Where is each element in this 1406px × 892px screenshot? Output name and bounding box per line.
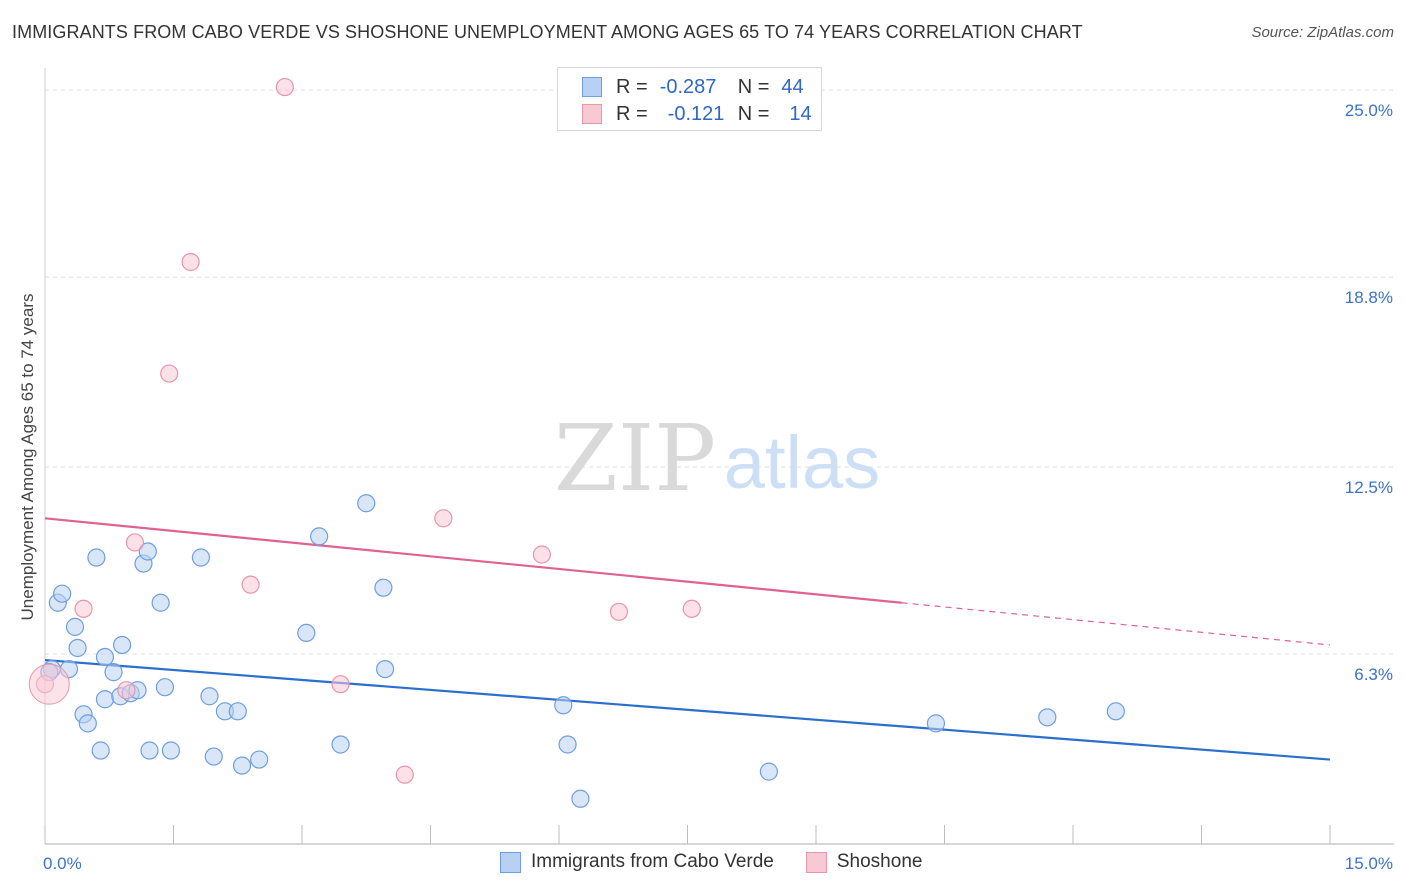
cabo-verde-point-2 bbox=[53, 584, 72, 603]
shoshone-point-13 bbox=[117, 681, 136, 700]
shoshone-point-large bbox=[28, 663, 70, 705]
legend-label-cabo-verde: Immigrants from Cabo Verde bbox=[531, 851, 774, 872]
shoshone-point-12 bbox=[682, 599, 701, 618]
legend-r-label: R = bbox=[616, 102, 648, 125]
cabo-verde-point-10 bbox=[95, 647, 115, 667]
cabo-verde-point-41 bbox=[1038, 708, 1057, 727]
chart-source: Source: ZipAtlas.com bbox=[1251, 24, 1394, 41]
cabo-verde-point-34 bbox=[374, 578, 393, 597]
tick-labels: 6.3% 12.5% 18.8% 25.0% 0.0% 15.0% bbox=[43, 101, 1393, 873]
legend-n-value: 44 bbox=[781, 75, 804, 98]
shoshone-point-6 bbox=[275, 77, 294, 97]
shoshone-point-1 bbox=[74, 599, 93, 618]
cabo-verde-point-23 bbox=[191, 548, 211, 567]
shoshone-point-2 bbox=[125, 533, 145, 552]
shoshone-point-10 bbox=[532, 545, 551, 564]
chart-title: IMMIGRANTS FROM CABO VERDE VS SHOSHONE U… bbox=[12, 22, 1083, 42]
cabo-verde-point-28 bbox=[232, 756, 252, 775]
legend-n-label: N = bbox=[737, 102, 770, 125]
shoshone-trend-line-extension bbox=[901, 602, 1331, 646]
cabo-verde-point-29 bbox=[250, 750, 269, 769]
cabo-verde-point-21 bbox=[155, 678, 175, 697]
cabo-verde-point-36 bbox=[554, 696, 573, 715]
cabo-verde-point-27 bbox=[228, 702, 247, 721]
legend-swatch-shoshone bbox=[805, 851, 827, 873]
cabo-verde-point-19 bbox=[140, 741, 159, 760]
watermark: ZIP atlas bbox=[554, 405, 880, 512]
legend-swatch-cabo-verde bbox=[500, 851, 521, 873]
stats-legend: R = -0.287 N = 44 R = -0.121 N = 14 bbox=[557, 67, 822, 131]
watermark-atlas: atlas bbox=[724, 421, 880, 504]
legend-n-value: 14 bbox=[789, 102, 812, 125]
shoshone-point-5 bbox=[241, 575, 260, 594]
y-tick-label-0: 6.3% bbox=[1354, 665, 1393, 684]
cabo-verde-point-4 bbox=[65, 617, 85, 636]
cabo-verde-point-31 bbox=[310, 527, 329, 546]
legend-label-shoshone: Shoshone bbox=[836, 851, 923, 872]
axes bbox=[44, 68, 1394, 845]
cabo-verde-point-37 bbox=[558, 735, 577, 754]
shoshone-point-4 bbox=[181, 252, 200, 272]
cabo-verde-point-20 bbox=[151, 593, 170, 612]
legend-row-cabo-verde: R = -0.287 N = 44 bbox=[582, 75, 804, 99]
cabo-verde-point-5 bbox=[68, 638, 87, 658]
cabo-verde-point-39 bbox=[759, 762, 778, 781]
x-tick-label-min: 0.0% bbox=[43, 854, 82, 873]
gridlines bbox=[45, 89, 1394, 655]
cabo-verde-point-38 bbox=[571, 789, 590, 808]
legend-item-cabo-verde: Immigrants from Cabo Verde bbox=[500, 851, 774, 873]
x-tick-label-max: 15.0% bbox=[1345, 854, 1393, 873]
legend-item-shoshone: Shoshone bbox=[805, 851, 923, 873]
legend-swatch-cabo-verde bbox=[582, 77, 602, 97]
cabo-verde-point-9 bbox=[91, 741, 110, 760]
y-tick-label-1: 12.5% bbox=[1345, 478, 1393, 497]
cabo-verde-point-8 bbox=[87, 548, 106, 567]
cabo-verde-point-24 bbox=[200, 687, 219, 706]
cabo-verde-trend-line bbox=[44, 658, 1331, 761]
cabo-verde-point-25 bbox=[204, 747, 223, 766]
y-tick-label-2: 18.8% bbox=[1345, 288, 1393, 307]
series-legend: Immigrants from Cabo Verde Shoshone bbox=[500, 851, 954, 873]
legend-r-label: R = bbox=[616, 75, 648, 98]
legend-r-value: -0.121 bbox=[667, 102, 725, 125]
trend-lines bbox=[44, 517, 1331, 761]
shoshone-trend-line bbox=[44, 517, 902, 604]
shoshone-point-8 bbox=[395, 765, 414, 784]
cabo-verde-point-7 bbox=[78, 714, 97, 733]
cabo-verde-point-14 bbox=[112, 635, 132, 655]
data-points bbox=[28, 77, 1125, 808]
y-tick-label-3: 25.0% bbox=[1345, 101, 1393, 120]
cabo-verde-point-22 bbox=[161, 741, 181, 760]
cabo-verde-point-30 bbox=[297, 623, 316, 643]
cabo-verde-point-32 bbox=[331, 735, 350, 754]
legend-r-value: -0.287 bbox=[659, 75, 717, 98]
shoshone-point-7 bbox=[331, 675, 350, 694]
cabo-verde-point-35 bbox=[375, 659, 395, 679]
cabo-verde-point-33 bbox=[357, 494, 376, 513]
cabo-verde-point-42 bbox=[1106, 702, 1125, 721]
cabo-verde-point-12 bbox=[104, 663, 123, 682]
cabo-verde-point-18 bbox=[138, 542, 157, 561]
cabo-verde-point-40 bbox=[926, 714, 946, 733]
cabo-verde-point-11 bbox=[95, 690, 115, 709]
shoshone-point-3 bbox=[160, 364, 179, 383]
shoshone-point-11 bbox=[609, 602, 629, 621]
watermark-zip: ZIP bbox=[554, 405, 716, 512]
legend-swatch-shoshone bbox=[582, 104, 602, 124]
shoshone-point-9 bbox=[434, 509, 453, 528]
legend-n-label: N = bbox=[737, 75, 770, 98]
legend-row-shoshone: R = -0.121 N = 14 bbox=[582, 102, 812, 126]
